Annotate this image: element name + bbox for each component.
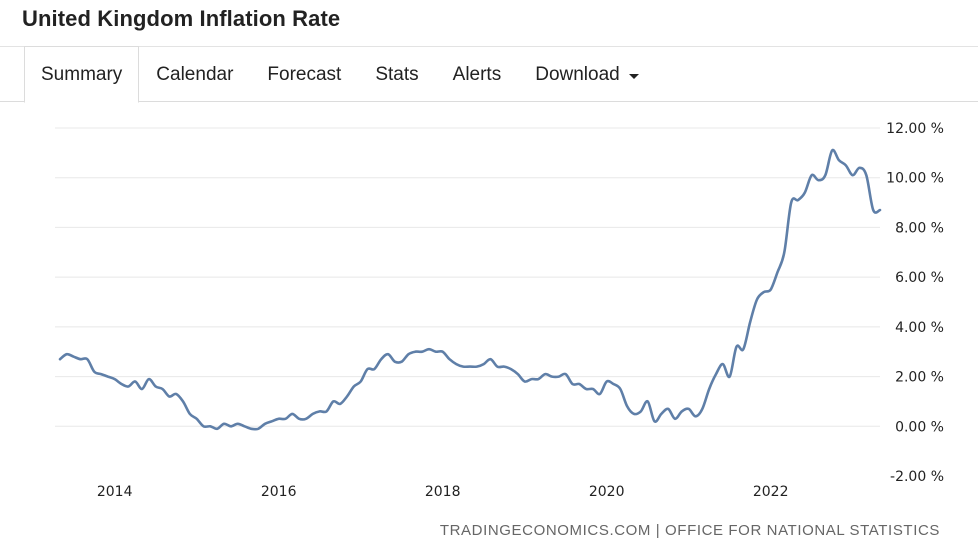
tab-calendar[interactable]: Calendar: [139, 46, 250, 103]
tab-summary-label: Summary: [41, 63, 123, 85]
y-tick-label: 4.00 %: [895, 320, 944, 336]
tab-summary[interactable]: Summary: [24, 46, 140, 103]
series-line: [58, 148, 882, 431]
tab-forecast-label: Forecast: [267, 64, 342, 85]
chevron-down-icon: [628, 73, 639, 79]
y-tick-label: 8.00 %: [895, 220, 944, 236]
tab-forecast[interactable]: Forecast: [250, 46, 358, 103]
tab-alerts[interactable]: Alerts: [436, 46, 519, 103]
tab-bar: Summary Calendar Forecast Stats Alerts D…: [0, 46, 978, 103]
x-tick-label: 2014: [97, 484, 133, 500]
y-tick-label: 2.00 %: [895, 370, 944, 386]
tab-download[interactable]: Download: [518, 46, 656, 103]
x-tick-label: 2022: [753, 484, 789, 500]
tab-download-label: Download: [535, 64, 620, 85]
tabs: Summary Calendar Forecast Stats Alerts D…: [24, 46, 656, 103]
tab-alerts-label: Alerts: [452, 64, 502, 85]
tab-calendar-label: Calendar: [156, 64, 234, 85]
inflation-chart: 12.00 % 10.00 % 8.00 % 6.00 % 4.00 % 2.00 % 0.…: [55, 121, 944, 500]
page-title: United Kingdom Inflation Rate: [22, 6, 341, 31]
y-tick-label: 6.00 %: [895, 270, 944, 286]
x-tick-label: 2016: [261, 484, 297, 500]
tab-stats-label: Stats: [375, 64, 419, 85]
y-tick-label: 10.00 %: [886, 171, 944, 187]
x-tick-label: 2018: [425, 484, 461, 500]
source-credit[interactable]: TRADINGECONOMICS.COM | OFFICE FOR NATION…: [439, 522, 940, 539]
y-tick-label: -2.00 %: [890, 469, 944, 485]
x-tick-label: 2020: [589, 484, 625, 500]
y-tick-label: 0.00 %: [895, 419, 944, 435]
tab-stats[interactable]: Stats: [358, 46, 435, 103]
y-tick-label: 12.00 %: [886, 121, 944, 137]
